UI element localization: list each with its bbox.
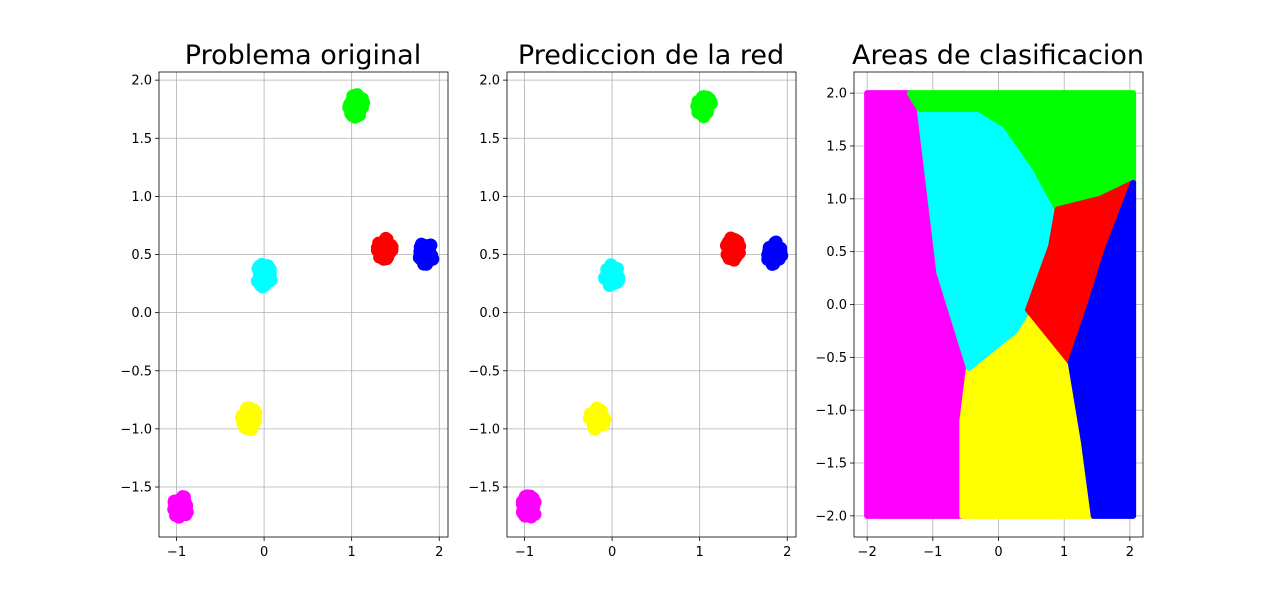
point [695, 104, 709, 118]
panel-problema-original: Problema original −1 0 1 2 −1.5 −1.0 −0.5 0.0 0.… [120, 40, 449, 560]
y-tick-label: 0.5 [479, 248, 500, 263]
cluster-blue [761, 235, 789, 271]
y-tick-label: 0.0 [131, 306, 152, 321]
point [370, 243, 384, 257]
cluster-green [342, 88, 371, 124]
point [702, 92, 716, 106]
x-tick-label: 2 [435, 545, 443, 560]
y-tick-label: 1.0 [479, 190, 500, 205]
cluster-red [370, 231, 399, 266]
y-tick-label: 2.0 [826, 87, 847, 102]
cluster-magenta [515, 489, 542, 524]
ticks: −1 0 1 2 −1.5 −1.0 −0.5 0.0 0.5 1.0 1.5 2.0 [468, 74, 791, 560]
x-tick-label: −1 [923, 545, 942, 560]
y-tick-label: 2.0 [479, 74, 500, 89]
scatter-points [515, 90, 789, 524]
x-tick-label: 1 [696, 545, 704, 560]
point [255, 259, 269, 273]
grid [159, 72, 448, 537]
cluster-cyan [250, 257, 278, 294]
axes-frame [158, 71, 449, 538]
x-tick-label: 1 [348, 545, 356, 560]
y-tick-label: −1.5 [120, 481, 152, 496]
y-tick-label: −1.0 [815, 404, 847, 419]
x-tick-label: 0 [260, 545, 268, 560]
point [523, 496, 537, 510]
point [425, 248, 439, 262]
y-tick-label: 2.0 [131, 74, 152, 89]
cluster-cyan [598, 258, 626, 293]
y-tick-label: 1.5 [479, 132, 500, 147]
y-tick-label: 0.5 [131, 248, 152, 263]
x-tick-label: 1 [1060, 545, 1068, 560]
ticks: −1 0 1 2 −1.5 −1.0 −0.5 0.0 0.5 1.0 1.5 2.0 [120, 74, 443, 560]
point [263, 267, 277, 281]
point [355, 92, 369, 106]
panel-prediccion-de-la-red: Prediccion de la red −1 0 1 2 −1.5 −1.0 −0.5 0.… [468, 40, 797, 560]
panel-areas-de-clasificacion: Areas de clasificacion −2 −1 0 1 2 −2.0 −1.5 −1… [815, 40, 1144, 560]
cluster-yellow [582, 401, 612, 436]
y-tick-label: −0.5 [815, 351, 847, 366]
ticks: −2 −1 0 1 2 −2.0 −1.5 −1.0 −0.5 0.0 0.5 1.0 1.5 2.0 [815, 87, 1134, 560]
y-tick-label: −2.0 [815, 509, 847, 524]
y-tick-label: 1.0 [131, 190, 152, 205]
point [351, 107, 365, 121]
point [722, 238, 736, 252]
point [766, 256, 780, 270]
point [172, 505, 186, 519]
chart-title: Areas de clasificacion [852, 40, 1144, 71]
y-tick-label: −0.5 [468, 364, 500, 379]
y-tick-label: 1.0 [826, 192, 847, 207]
scatter-points [167, 88, 440, 524]
y-tick-label: 0.0 [826, 298, 847, 313]
y-tick-label: −0.5 [120, 364, 152, 379]
axes-frame [506, 71, 797, 538]
y-tick-label: 1.5 [131, 132, 152, 147]
cluster-yellow [235, 401, 263, 437]
area-blue [1067, 179, 1137, 519]
area-green [906, 90, 1137, 213]
cluster-green [690, 90, 718, 124]
point [601, 268, 615, 282]
point [586, 409, 600, 423]
point [380, 244, 394, 258]
x-tick-label: −1 [515, 545, 534, 560]
y-tick-label: 0.0 [479, 306, 500, 321]
y-tick-label: −1.0 [120, 422, 152, 437]
x-tick-label: 0 [994, 545, 1002, 560]
classification-areas [864, 90, 1137, 519]
point [522, 506, 536, 520]
y-tick-label: 1.5 [826, 139, 847, 154]
x-tick-label: 2 [783, 545, 791, 560]
chart-title: Problema original [185, 40, 421, 71]
x-tick-label: −1 [167, 545, 186, 560]
y-tick-label: −1.5 [468, 481, 500, 496]
x-tick-label: 0 [608, 545, 616, 560]
y-tick-label: 0.5 [826, 245, 847, 260]
chart-title: Prediccion de la red [518, 40, 784, 71]
x-tick-label: −2 [858, 545, 877, 560]
cluster-magenta [167, 490, 194, 524]
y-tick-label: −1.5 [815, 457, 847, 472]
point [769, 238, 783, 252]
y-tick-label: −1.0 [468, 422, 500, 437]
x-tick-label: 2 [1126, 545, 1134, 560]
cluster-blue [412, 237, 440, 271]
point [238, 416, 252, 430]
cluster-red [719, 231, 747, 267]
grid [507, 72, 796, 537]
